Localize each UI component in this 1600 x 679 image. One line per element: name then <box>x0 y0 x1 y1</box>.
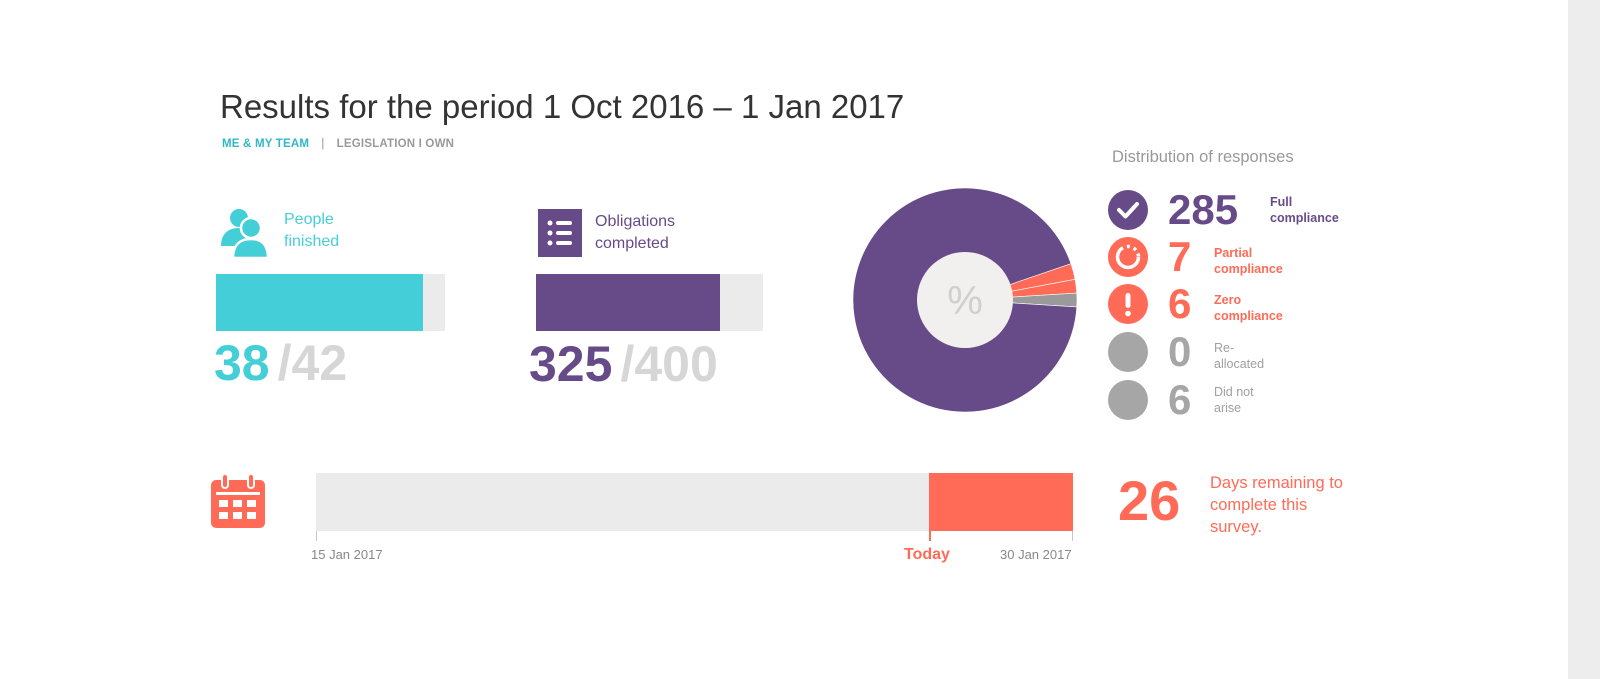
calendar-icon <box>209 472 267 530</box>
people-progress-fill <box>216 274 424 331</box>
obligations-progress-fill <box>536 274 721 331</box>
people-progress-bar <box>216 274 445 331</box>
distribution-label-line2: compliance <box>1214 309 1283 323</box>
partial-circle-icon <box>1108 237 1148 277</box>
obligations-done: 325 <box>529 336 613 392</box>
timeline-start-label: 15 Jan 2017 <box>311 547 383 562</box>
checklist-icon <box>538 209 582 257</box>
timeline-today-label: Today <box>904 546 950 563</box>
obligations-total: /400 <box>620 336 718 392</box>
tab-separator: | <box>321 138 325 150</box>
days-remaining-text: Days remaining to complete this survey. <box>1210 474 1343 536</box>
check-circle-icon <box>1108 190 1148 230</box>
obligations-completed-label: Obligations completed <box>595 211 675 255</box>
exclamation-icon <box>1108 284 1148 324</box>
distribution-label-line1: Did not <box>1214 385 1254 399</box>
page-title: Results for the period 1 Oct 2016 – 1 Ja… <box>220 88 905 125</box>
pie-center-label: % <box>947 279 983 323</box>
people-finished-label: People finished <box>284 209 339 253</box>
tab-me-and-my-team[interactable]: ME & MY TEAM <box>222 138 310 150</box>
obligations-progress-bar <box>536 274 763 331</box>
distribution-label: Did not arise <box>1214 384 1314 416</box>
distribution-label: Re-allocated <box>1214 340 1314 372</box>
distribution-row: 6 Did not arise <box>1108 376 1368 424</box>
grey-dot-icon <box>1108 332 1148 372</box>
timeline-end-label: 30 Jan 2017 <box>1000 547 1072 562</box>
days-remaining-count: 26 <box>1118 469 1181 532</box>
tab-legislation-i-own[interactable]: LEGISLATION I OWN <box>336 138 455 150</box>
people-icon <box>219 208 271 260</box>
distribution-title: Distribution of responses <box>1112 148 1294 166</box>
distribution-count: 285 <box>1168 186 1239 233</box>
pie-svg: % <box>852 187 1078 413</box>
distribution-count: 6 <box>1168 280 1192 327</box>
distribution-label: Full compliance <box>1270 194 1370 226</box>
distribution-label-line1: Full <box>1270 195 1293 209</box>
distribution-label-line1: Zero <box>1214 293 1242 307</box>
distribution-label-line2: arise <box>1214 401 1242 415</box>
people-count: 38/42 <box>214 334 347 392</box>
distribution-label-line2: compliance <box>1214 262 1283 276</box>
people-total: /42 <box>277 335 348 391</box>
survey-timeline-bar <box>316 473 1073 541</box>
distribution-label-line1: Partial <box>1214 246 1253 260</box>
pie-center <box>917 252 1013 348</box>
window-frame-right <box>1568 0 1600 679</box>
distribution-label-line2: compliance <box>1270 211 1339 225</box>
timeline-remaining-fill <box>929 473 1073 531</box>
distribution-count: 0 <box>1168 328 1192 375</box>
distribution-row: 7 Partial compliance <box>1108 233 1368 281</box>
distribution-label: Zero compliance <box>1214 292 1314 324</box>
obligations-count: 325/400 <box>529 335 718 393</box>
distribution-row: 285 Full compliance <box>1108 186 1370 234</box>
distribution-label-line2: allocated <box>1214 357 1265 371</box>
distribution-count: 6 <box>1168 376 1192 423</box>
distribution-label: Partial compliance <box>1214 245 1314 277</box>
distribution-label-line1: Re- <box>1214 341 1235 355</box>
timeline-today-tick <box>929 531 931 541</box>
people-label-line1: People <box>284 211 334 228</box>
people-done: 38 <box>214 335 270 391</box>
distribution-row: 0 Re-allocated <box>1108 328 1368 376</box>
grey-dot-icon <box>1108 380 1148 420</box>
view-tabs: ME & MY TEAM | LEGISLATION I OWN <box>222 138 454 150</box>
distribution-pie-chart: % <box>850 185 1080 415</box>
people-label-line2: finished <box>284 233 340 250</box>
distribution-row: 6 Zero compliance <box>1108 280 1368 328</box>
timeline-end-tick <box>1072 531 1073 541</box>
obligations-label-line1: Obligations <box>595 213 676 230</box>
distribution-count: 7 <box>1168 233 1192 280</box>
timeline-start-tick <box>316 531 317 541</box>
obligations-label-line2: completed <box>595 235 669 252</box>
